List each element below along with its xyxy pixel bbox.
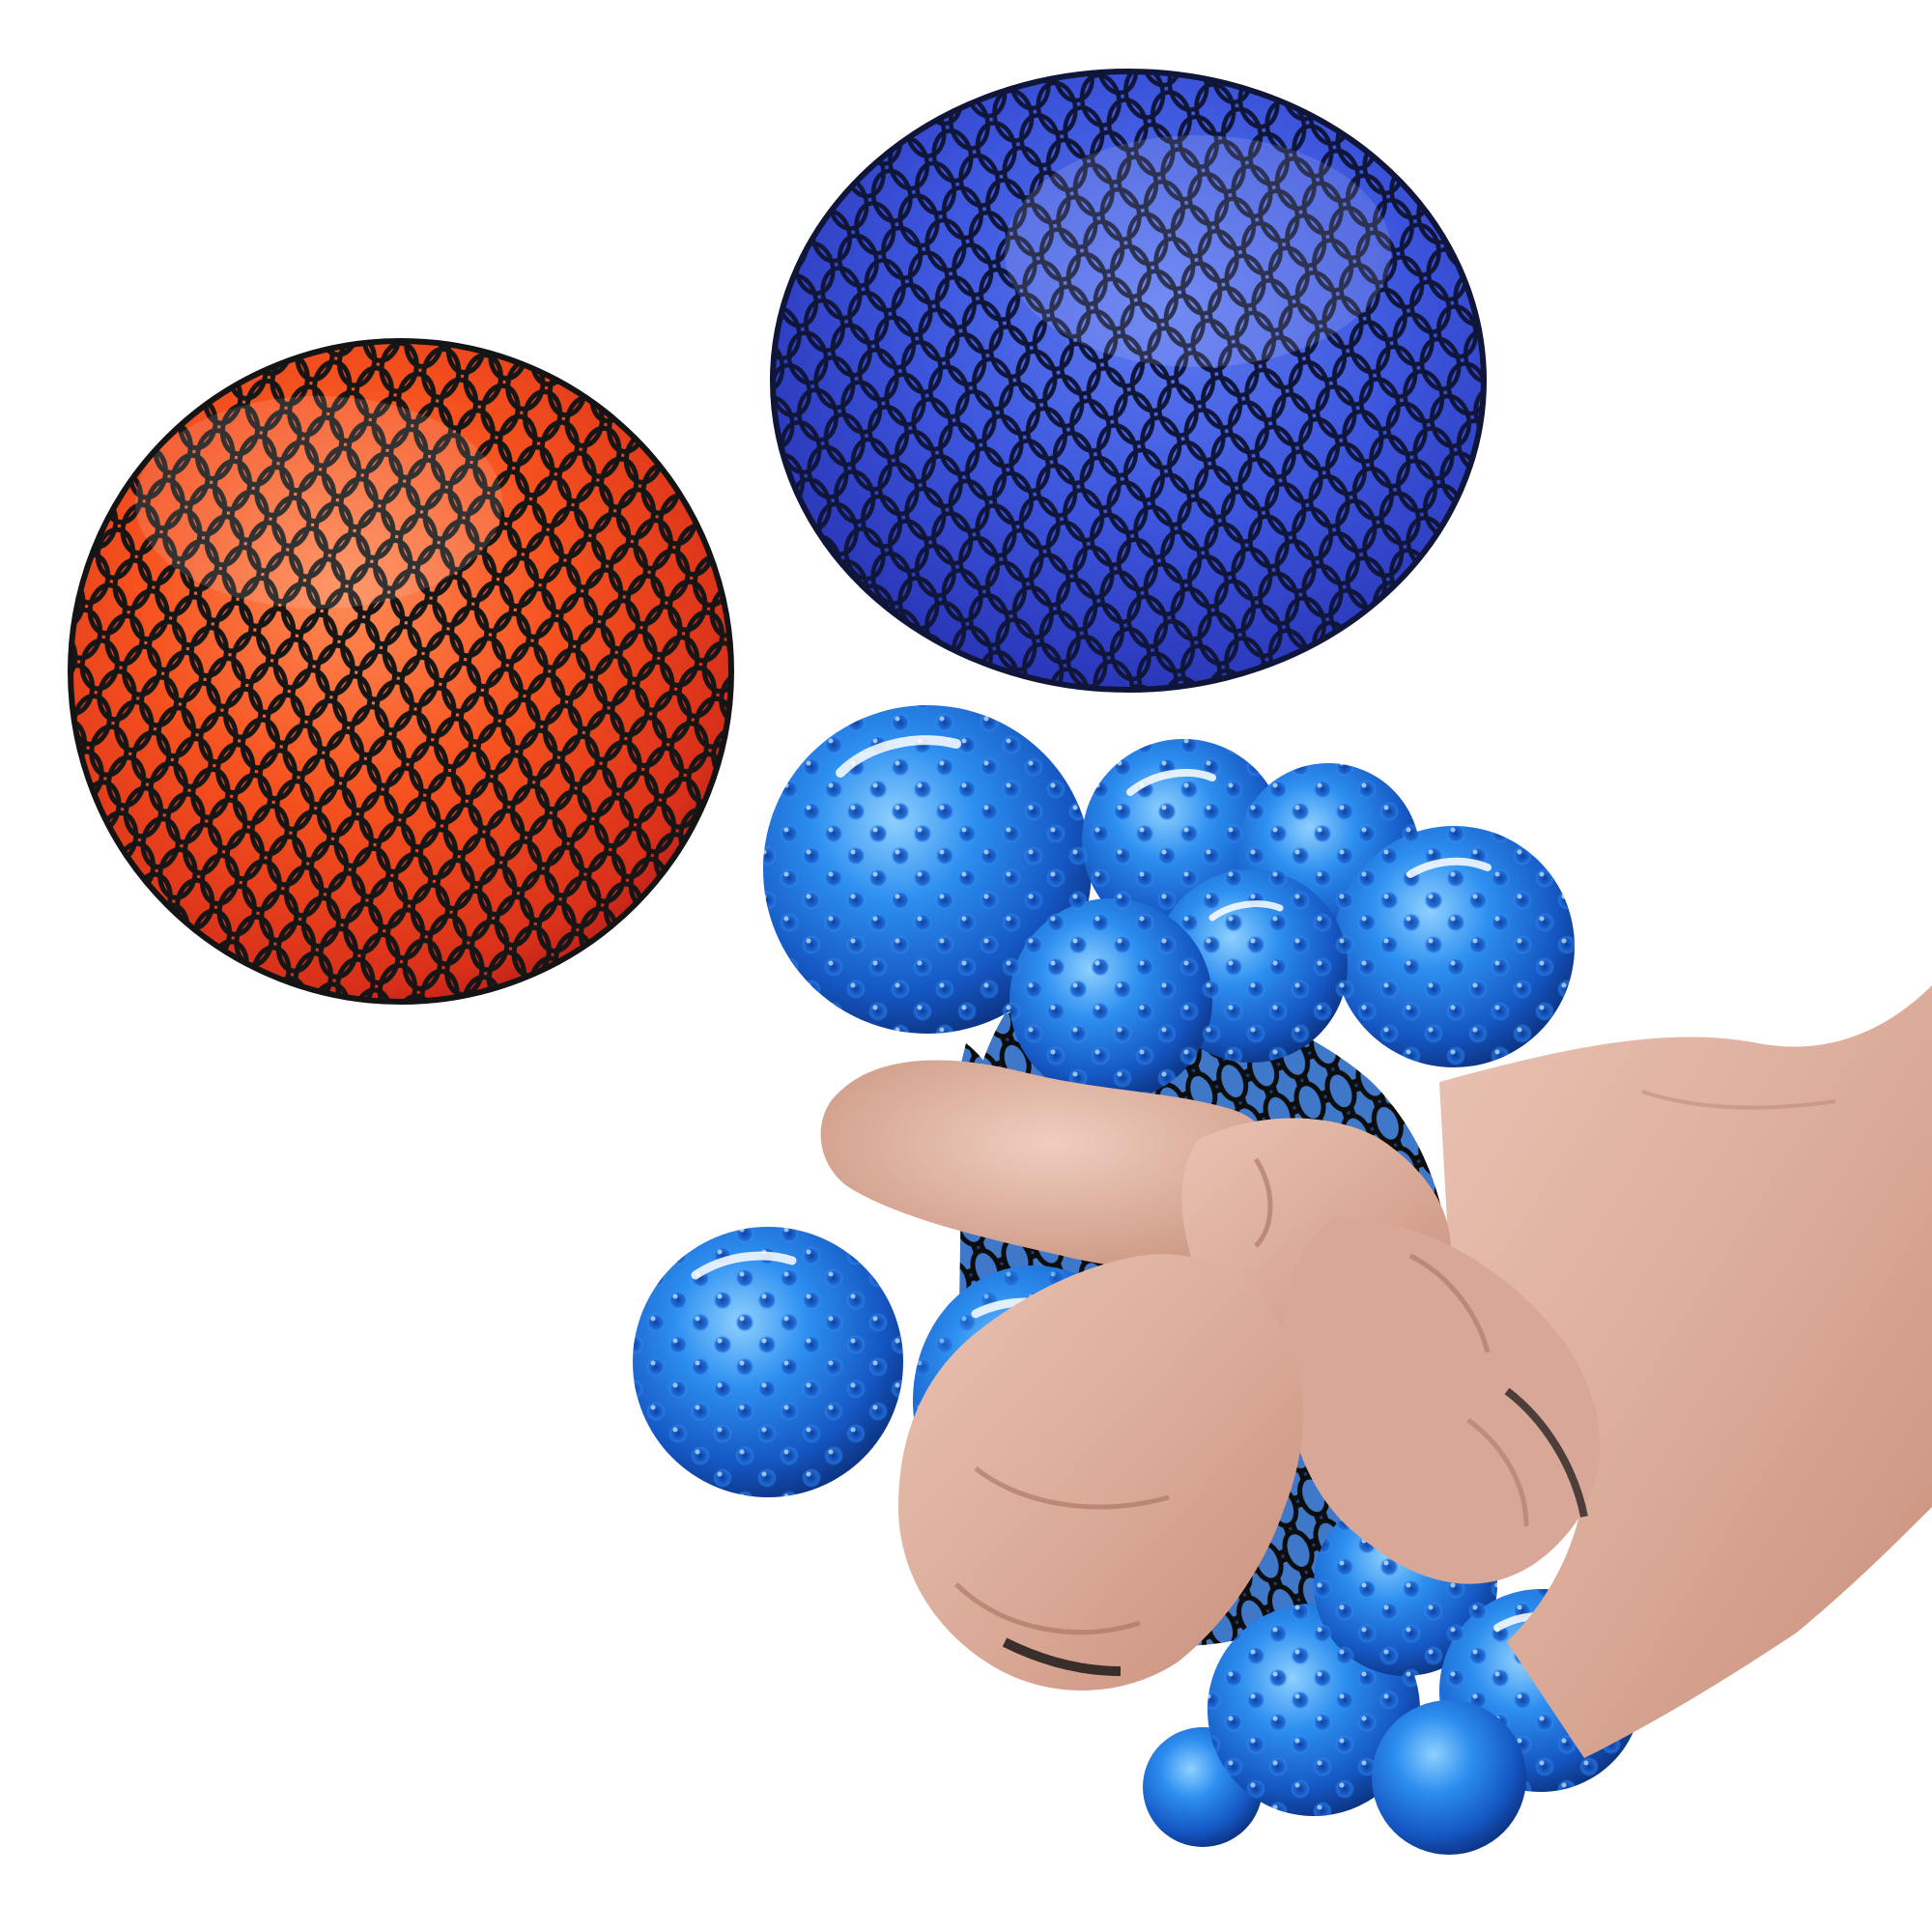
hand — [820, 985, 1932, 1758]
index-finger — [820, 1060, 1282, 1268]
curled-fingers — [898, 1254, 1303, 1690]
top-bubble-cluster — [763, 705, 1575, 1101]
blue-mesh-stress-ball — [770, 69, 1487, 693]
red-mesh-stress-ball — [68, 338, 734, 1005]
